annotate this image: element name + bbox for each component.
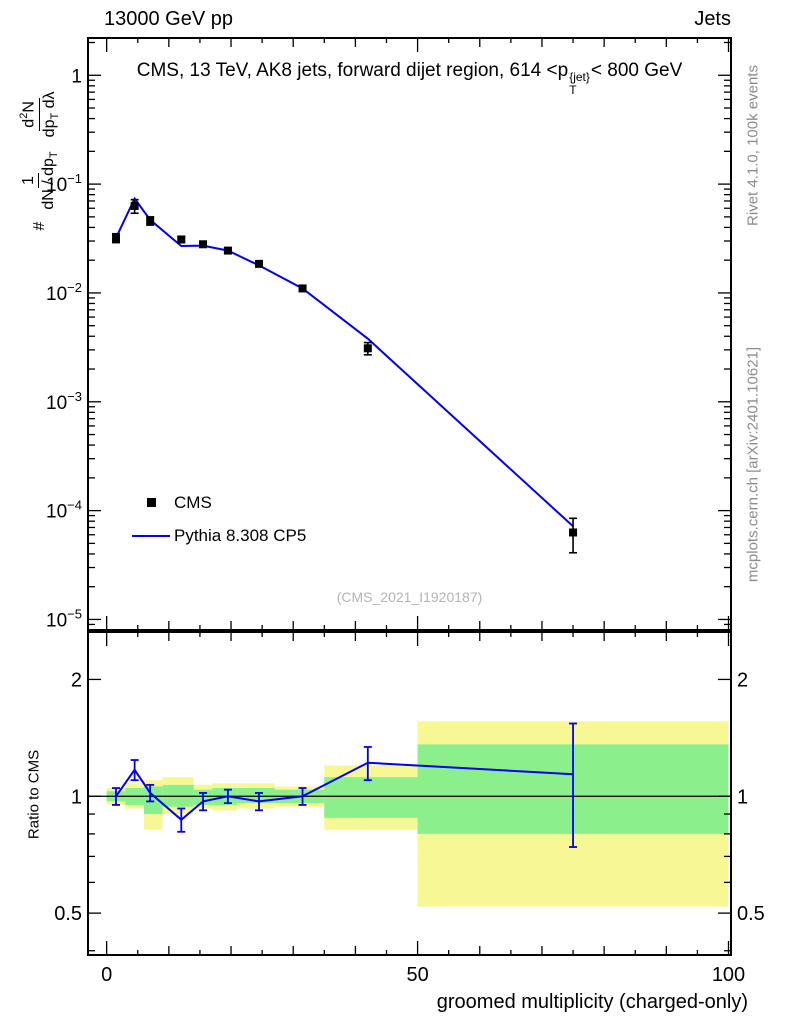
legend-label-cms: CMS bbox=[174, 492, 212, 512]
num-text: d bbox=[20, 118, 38, 128]
watermark: (CMS_2021_I1920187) bbox=[336, 589, 483, 605]
ratio-y-tick-label-right: 2 bbox=[737, 669, 748, 691]
cms-data-point bbox=[199, 240, 208, 249]
ratio-y-tick-label-right: 1 bbox=[737, 786, 748, 808]
cms-data-point bbox=[298, 284, 307, 293]
plot-title: CMS, 13 TeV, AK8 jets, forward dijet reg… bbox=[88, 60, 731, 96]
den-text: dp bbox=[40, 119, 58, 138]
uncertainty-band-inner bbox=[143, 786, 163, 815]
ratio-y-tick-label: 0.5 bbox=[54, 903, 82, 925]
main-y-tick-label: 1 bbox=[71, 66, 82, 87]
legend-label-pythia: Pythia 8.308 CP5 bbox=[174, 525, 307, 545]
cms-data-point bbox=[363, 344, 372, 353]
x-axis-label: groomed multiplicity (charged-only) bbox=[436, 991, 748, 1013]
den-text: dN / dp bbox=[39, 158, 57, 210]
x-tick-label: 50 bbox=[406, 964, 428, 986]
header-energy: 13000 GeV pp bbox=[104, 8, 233, 30]
legend-item-cms: CMS bbox=[128, 486, 306, 519]
ratio-y-tick-label-right: 0.5 bbox=[737, 903, 765, 925]
ratio-line bbox=[115, 761, 574, 822]
pt-superscript: {jet} bbox=[569, 70, 590, 84]
hash-symbol: # bbox=[31, 221, 48, 231]
plot-title-text: CMS, 13 TeV, AK8 jets, forward dijet reg… bbox=[136, 60, 569, 81]
main-y-tick-label: 10−1 bbox=[46, 171, 82, 196]
pt-superscript-stack: {jet} T bbox=[569, 71, 590, 96]
fraction-denominator: dN / dpT bbox=[39, 149, 61, 211]
cms-data-point bbox=[569, 528, 578, 537]
ratio-y-tick-label: 1 bbox=[71, 786, 82, 808]
uncertainty-band-inner bbox=[324, 777, 418, 818]
main-y-axis-label: # 1 dN / dpT d2N dpT dλ bbox=[8, 10, 72, 310]
den-sub: T bbox=[48, 151, 61, 159]
main-frame bbox=[87, 37, 732, 631]
main-y-tick-label: 10−3 bbox=[46, 389, 82, 414]
header-analysis-tag: Jets bbox=[694, 8, 731, 30]
den-sub: T bbox=[48, 112, 61, 120]
ratio-y-tick-label: 2 bbox=[71, 669, 82, 691]
y-label-fraction-2: d2N dpT dλ bbox=[18, 89, 62, 139]
main-y-tick-label: 10−4 bbox=[46, 498, 82, 523]
cms-data-point bbox=[146, 216, 155, 225]
num-text-b: N bbox=[20, 101, 38, 113]
cms-data-point bbox=[255, 259, 264, 268]
mcplots-reference-note: mcplots.cern.ch [arXiv:2401.10621] bbox=[744, 346, 762, 583]
num-sup: 2 bbox=[18, 112, 31, 119]
fraction-numerator: 1 bbox=[18, 173, 39, 188]
fraction-numerator: d2N bbox=[18, 98, 40, 131]
cms-data-point bbox=[111, 233, 120, 242]
ratio-y-axis-label: Ratio to CMS bbox=[25, 749, 43, 840]
cms-data-point bbox=[177, 235, 186, 244]
pythia-line-marker-icon bbox=[128, 534, 174, 537]
x-tick-label: 0 bbox=[101, 964, 112, 986]
plot-title-suffix: < 800 GeV bbox=[590, 60, 683, 81]
pt-subscript: T bbox=[569, 82, 577, 97]
cms-data-point bbox=[130, 201, 139, 210]
cms-square-marker-icon bbox=[128, 498, 174, 507]
legend: CMS Pythia 8.308 CP5 bbox=[128, 486, 306, 552]
legend-item-pythia: Pythia 8.308 CP5 bbox=[128, 519, 306, 552]
cms-data-point bbox=[223, 246, 232, 255]
main-y-tick-label: 10−5 bbox=[46, 606, 82, 631]
pythia-line bbox=[115, 196, 574, 528]
rivet-version-note: Rivet 4.1.0, 100k events bbox=[744, 65, 762, 226]
x-tick-label: 100 bbox=[712, 964, 745, 986]
ratio-frame bbox=[87, 631, 732, 956]
main-y-tick-label: 10−2 bbox=[46, 280, 82, 305]
fraction-denominator: dpT dλ bbox=[40, 89, 62, 139]
den-text-b: dλ bbox=[40, 91, 58, 113]
y-label-fraction-1: 1 dN / dpT bbox=[18, 149, 62, 211]
